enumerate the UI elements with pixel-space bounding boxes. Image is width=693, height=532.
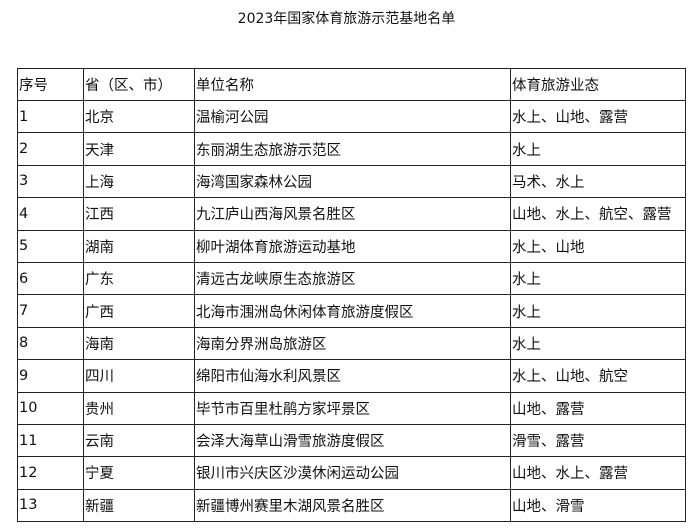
cell-province: 湖南 [83, 229, 195, 263]
cell-tourism-type: 水上 [510, 326, 686, 361]
cell-unit-name: 新疆博州赛里木湖风景名胜区 [194, 488, 511, 523]
table-row: 9 四川 绵阳市仙海水利风景区 水上、山地、航空 [17, 359, 686, 393]
cell-unit-name: 柳叶湖体育旅游运动基地 [194, 229, 511, 263]
cell-index: 11 [17, 423, 84, 458]
table-row: 8 海南 海南分界洲岛旅游区 水上 [17, 326, 686, 361]
cell-unit-name: 海南分界洲岛旅游区 [194, 326, 511, 361]
table-row: 6 广东 清远古龙峡原生态旅游区 水上 [17, 261, 686, 296]
cell-index: 5 [17, 229, 84, 263]
cell-unit-name: 北海市涠洲岛休闲体育旅游度假区 [194, 294, 511, 328]
cell-province: 广东 [83, 261, 195, 296]
cell-tourism-type: 水上、山地 [510, 229, 686, 263]
cell-unit-name: 银川市兴庆区沙漠休闲运动公园 [194, 456, 511, 490]
cell-province: 广西 [83, 294, 195, 328]
header-province: 省（区、市） [83, 68, 195, 101]
cell-index: 6 [17, 261, 84, 296]
cell-index: 12 [17, 456, 84, 490]
cell-tourism-type: 马术、水上 [510, 164, 686, 199]
cell-province: 北京 [83, 99, 195, 134]
cell-unit-name: 东丽湖生态旅游示范区 [194, 132, 511, 166]
cell-tourism-type: 山地、水上、露营 [510, 456, 686, 490]
cell-index: 9 [17, 359, 84, 393]
cell-unit-name: 绵阳市仙海水利风景区 [194, 359, 511, 393]
cell-unit-name: 会泽大海草山滑雪旅游度假区 [194, 423, 511, 458]
table-row: 4 江西 九江庐山西海风景名胜区 山地、水上、航空、露营 [17, 197, 686, 231]
cell-province: 天津 [83, 132, 195, 166]
cell-tourism-type: 滑雪、露营 [510, 423, 686, 458]
cell-index: 10 [17, 391, 84, 425]
table-row: 10 贵州 毕节市百里杜鹃方家坪景区 山地、露营 [17, 391, 686, 425]
cell-province: 新疆 [83, 488, 195, 523]
cell-unit-name: 温榆河公园 [194, 99, 511, 134]
cell-index: 1 [17, 99, 84, 134]
table-row: 12 宁夏 银川市兴庆区沙漠休闲运动公园 山地、水上、露营 [17, 456, 686, 490]
cell-tourism-type: 水上 [510, 132, 686, 166]
cell-province: 云南 [83, 423, 195, 458]
cell-index: 13 [17, 488, 84, 523]
cell-province: 宁夏 [83, 456, 195, 490]
cell-tourism-type: 山地、滑雪 [510, 488, 686, 523]
cell-tourism-type: 山地、水上、航空、露营 [510, 197, 686, 231]
table-header-row: 序号 省（区、市） 单位名称 体育旅游业态 [17, 68, 686, 101]
cell-index: 2 [17, 132, 84, 166]
cell-tourism-type: 水上 [510, 261, 686, 296]
table-row: 11 云南 会泽大海草山滑雪旅游度假区 滑雪、露营 [17, 423, 686, 458]
document-title: 2023年国家体育旅游示范基地名单 [237, 11, 456, 27]
cell-unit-name: 毕节市百里杜鹃方家坪景区 [194, 391, 511, 425]
table-row: 5 湖南 柳叶湖体育旅游运动基地 水上、山地 [17, 229, 686, 263]
header-tourism-type: 体育旅游业态 [510, 68, 686, 101]
cell-province: 上海 [83, 164, 195, 199]
cell-unit-name: 海湾国家森林公园 [194, 164, 511, 199]
cell-province: 江西 [83, 197, 195, 231]
cell-tourism-type: 水上、山地、露营 [510, 99, 686, 134]
header-index: 序号 [17, 68, 84, 101]
table-row: 2 天津 东丽湖生态旅游示范区 水上 [17, 132, 686, 166]
cell-unit-name: 清远古龙峡原生态旅游区 [194, 261, 511, 296]
cell-province: 海南 [83, 326, 195, 361]
cell-index: 7 [17, 294, 84, 328]
cell-index: 4 [17, 197, 84, 231]
header-unit-name: 单位名称 [194, 68, 511, 101]
table-row: 1 北京 温榆河公园 水上、山地、露营 [17, 99, 686, 134]
demonstration-base-table: 序号 省（区、市） 单位名称 体育旅游业态 1 北京 温榆河公园 水上、山地、露营 2 天… [17, 68, 686, 523]
cell-tourism-type: 水上 [510, 294, 686, 328]
cell-tourism-type: 水上、山地、航空 [510, 359, 686, 393]
cell-province: 四川 [83, 359, 195, 393]
table-row: 7 广西 北海市涠洲岛休闲体育旅游度假区 水上 [17, 294, 686, 328]
table-row: 13 新疆 新疆博州赛里木湖风景名胜区 山地、滑雪 [17, 488, 686, 523]
cell-tourism-type: 山地、露营 [510, 391, 686, 425]
cell-province: 贵州 [83, 391, 195, 425]
table-row: 3 上海 海湾国家森林公园 马术、水上 [17, 164, 686, 199]
cell-index: 8 [17, 326, 84, 361]
cell-unit-name: 九江庐山西海风景名胜区 [194, 197, 511, 231]
cell-index: 3 [17, 164, 84, 199]
